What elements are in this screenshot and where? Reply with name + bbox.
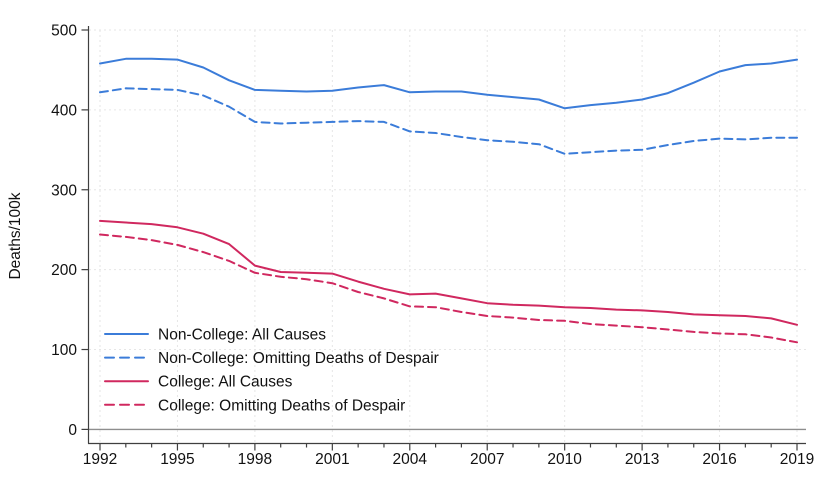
y-axis-tick-label: 300: [51, 182, 77, 199]
chart-plot-area: 0 100 200 300 400 500 1992 1995 1998 2001 2004 2007…: [51, 23, 814, 469]
x-axis-tick-label: 2001: [315, 451, 349, 468]
y-axis-tick-label: 200: [51, 262, 77, 279]
y-axis-tick-label: 0: [68, 422, 77, 439]
legend-label-3: College: All Causes: [158, 374, 293, 391]
x-axis-tick-label: 2016: [702, 451, 736, 468]
series-line-college-all-causes: [99, 219, 798, 326]
series-line-college-omitting-deaths-of-despair: [99, 233, 798, 344]
legend-label-2: Non-College: Omitting Deaths of Despair: [158, 350, 439, 367]
x-axis-tick-label: 1992: [83, 451, 117, 468]
legend-label-4: College: Omitting Deaths of Despair: [158, 397, 405, 414]
series-line-non-college-omitting-deaths-of-despair: [99, 87, 798, 155]
y-axis-tick-label: 400: [51, 102, 77, 119]
x-axis-tick-label: 2019: [780, 451, 814, 468]
x-axis-tick-label: 2004: [393, 451, 428, 468]
x-axis-tick-label: 1998: [238, 451, 272, 468]
x-axis-tick-label: 1995: [160, 451, 194, 468]
x-axis-tick-label: 2007: [470, 451, 504, 468]
x-axis-tick-label: 2013: [625, 451, 659, 468]
x-axis-tick-label: 2010: [547, 451, 582, 468]
legend-label-1: Non-College: All Causes: [158, 327, 326, 344]
series-line-non-college-all-causes: [99, 57, 798, 110]
y-axis-title: Deaths/100k: [7, 192, 24, 279]
y-axis-tick-label: 500: [51, 23, 77, 40]
y-axis-tick-label: 100: [51, 342, 77, 359]
